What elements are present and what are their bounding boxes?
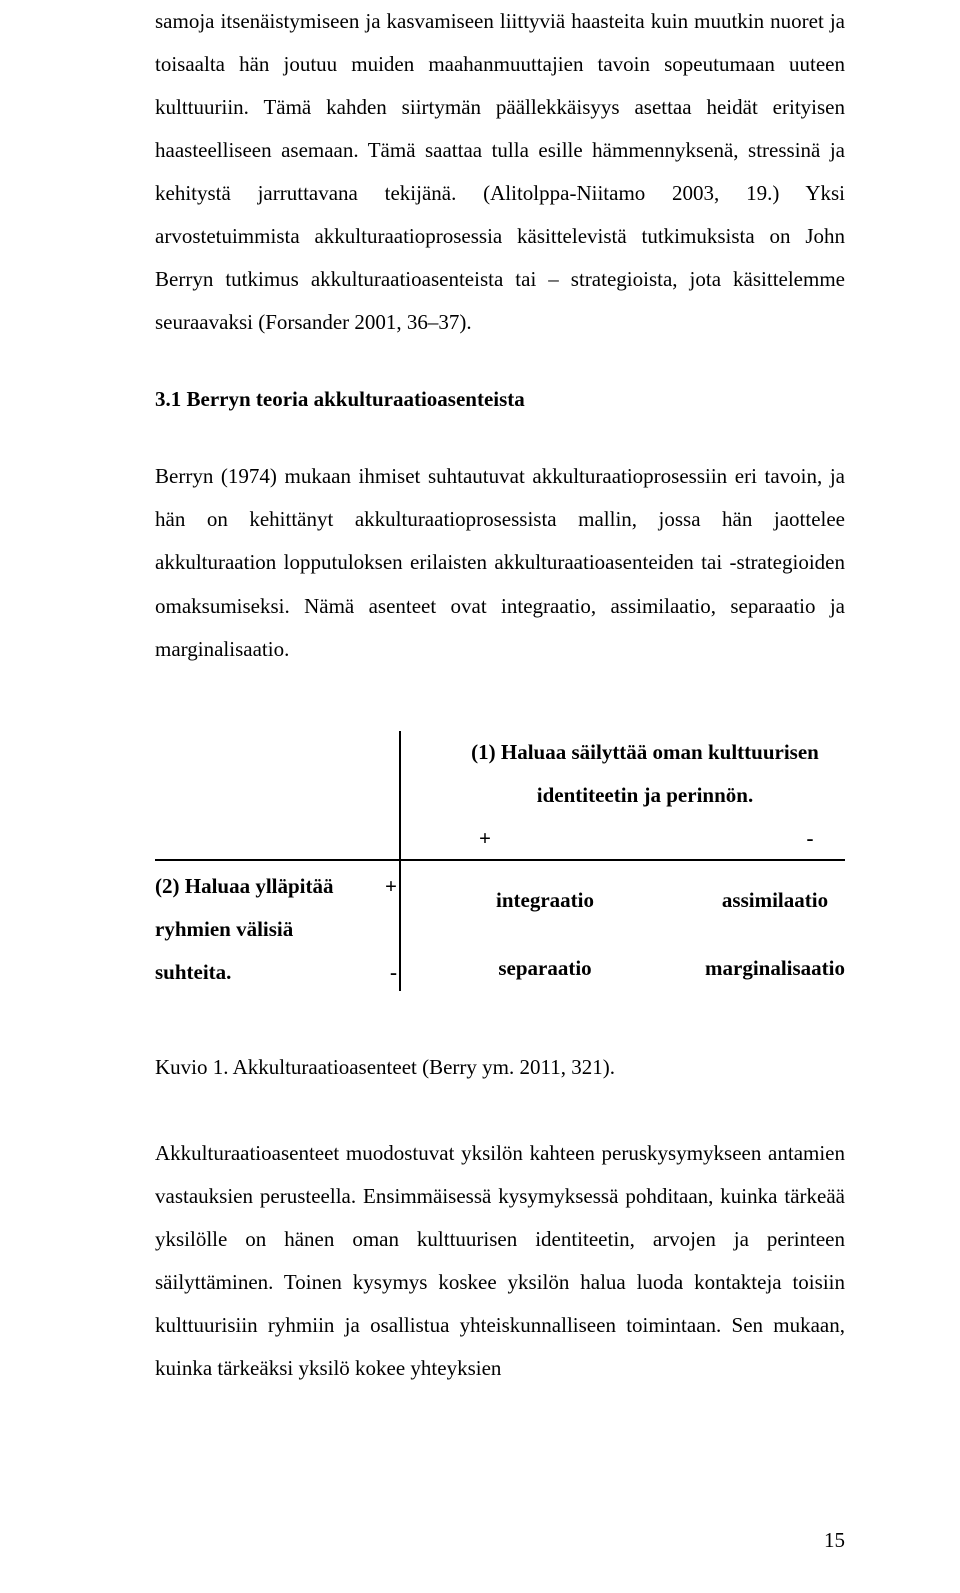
diagram-col-header-line2: identiteetin ja perinnön.: [537, 783, 753, 807]
diagram-col-plus: +: [470, 817, 500, 860]
paragraph-2: Berryn (1974) mukaan ihmiset suhtautuvat…: [155, 455, 845, 670]
diagram-vertical-line: [399, 731, 401, 991]
paragraph-1: samoja itsenäistymiseen ja kasvamiseen l…: [155, 0, 845, 344]
diagram-row-header-line3: suhteita.: [155, 951, 385, 994]
diagram-row-plus: +: [377, 865, 397, 908]
diagram-row-minus: -: [377, 951, 397, 994]
diagram-cell-marginalisation: marginalisaatio: [685, 947, 865, 990]
diagram-cell-separation: separaatio: [470, 947, 620, 990]
berry-model-diagram: (1) Haluaa säilyttää oman kulttuurisen i…: [155, 731, 845, 991]
diagram-cell-assimilation: assimilaatio: [685, 879, 865, 922]
page-number: 15: [824, 1528, 845, 1553]
diagram-row-header-line2: ryhmien välisiä: [155, 908, 385, 951]
diagram-col-minus: -: [795, 817, 825, 860]
diagram-cell-integration: integraatio: [470, 879, 620, 922]
diagram-column-header: (1) Haluaa säilyttää oman kulttuurisen i…: [435, 731, 855, 817]
diagram-col-header-line1: (1) Haluaa säilyttää oman kulttuurisen: [471, 740, 819, 764]
diagram-horizontal-line: [155, 859, 845, 861]
section-heading-3-1: 3.1 Berryn teoria akkulturaatioasenteist…: [155, 387, 845, 412]
diagram-row-header: (2) Haluaa ylläpitää ryhmien välisiä suh…: [155, 865, 385, 994]
paragraph-3: Akkulturaatioasenteet muodostuvat yksilö…: [155, 1132, 845, 1390]
diagram-row-header-line1: (2) Haluaa ylläpitää: [155, 865, 385, 908]
figure-caption: Kuvio 1. Akkulturaatioasenteet (Berry ym…: [155, 1046, 845, 1089]
